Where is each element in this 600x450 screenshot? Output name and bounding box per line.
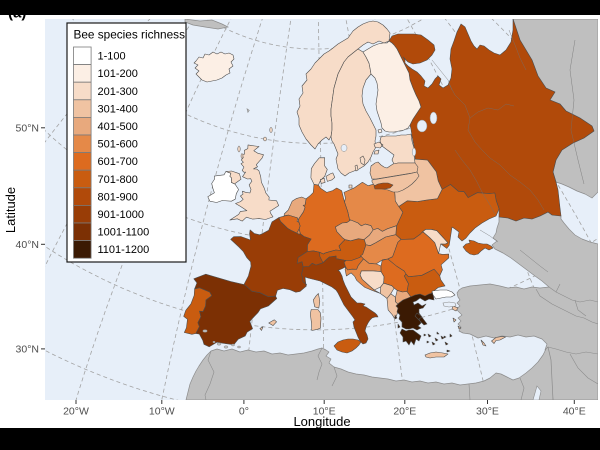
svg-text:0°: 0° — [239, 406, 249, 418]
svg-text:10°E: 10°E — [313, 406, 336, 418]
svg-text:20°W: 20°W — [63, 406, 89, 418]
svg-text:1-100: 1-100 — [98, 51, 126, 63]
svg-text:701-800: 701-800 — [98, 174, 138, 186]
svg-text:101-200: 101-200 — [98, 68, 138, 80]
svg-text:30°E: 30°E — [476, 406, 499, 418]
svg-text:1001-1100: 1001-1100 — [98, 227, 150, 239]
svg-text:40°E: 40°E — [563, 406, 586, 418]
svg-text:40°N: 40°N — [16, 239, 39, 251]
svg-text:Bee species richness: Bee species richness — [74, 28, 186, 42]
svg-text:301-400: 301-400 — [98, 103, 138, 115]
svg-text:Longitude: Longitude — [293, 414, 350, 429]
svg-text:10°W: 10°W — [149, 406, 175, 418]
svg-text:801-900: 801-900 — [98, 191, 138, 203]
svg-text:20°E: 20°E — [393, 406, 416, 418]
svg-text:Latitude: Latitude — [3, 187, 18, 233]
svg-text:201-300: 201-300 — [98, 86, 138, 98]
svg-text:30°N: 30°N — [16, 344, 39, 356]
svg-text:601-700: 601-700 — [98, 156, 138, 168]
svg-text:401-500: 401-500 — [98, 121, 138, 133]
svg-text:901-1000: 901-1000 — [98, 209, 145, 221]
svg-text:50°N: 50°N — [16, 122, 39, 134]
svg-text:1101-1200: 1101-1200 — [98, 244, 150, 256]
svg-text:501-600: 501-600 — [98, 139, 138, 151]
